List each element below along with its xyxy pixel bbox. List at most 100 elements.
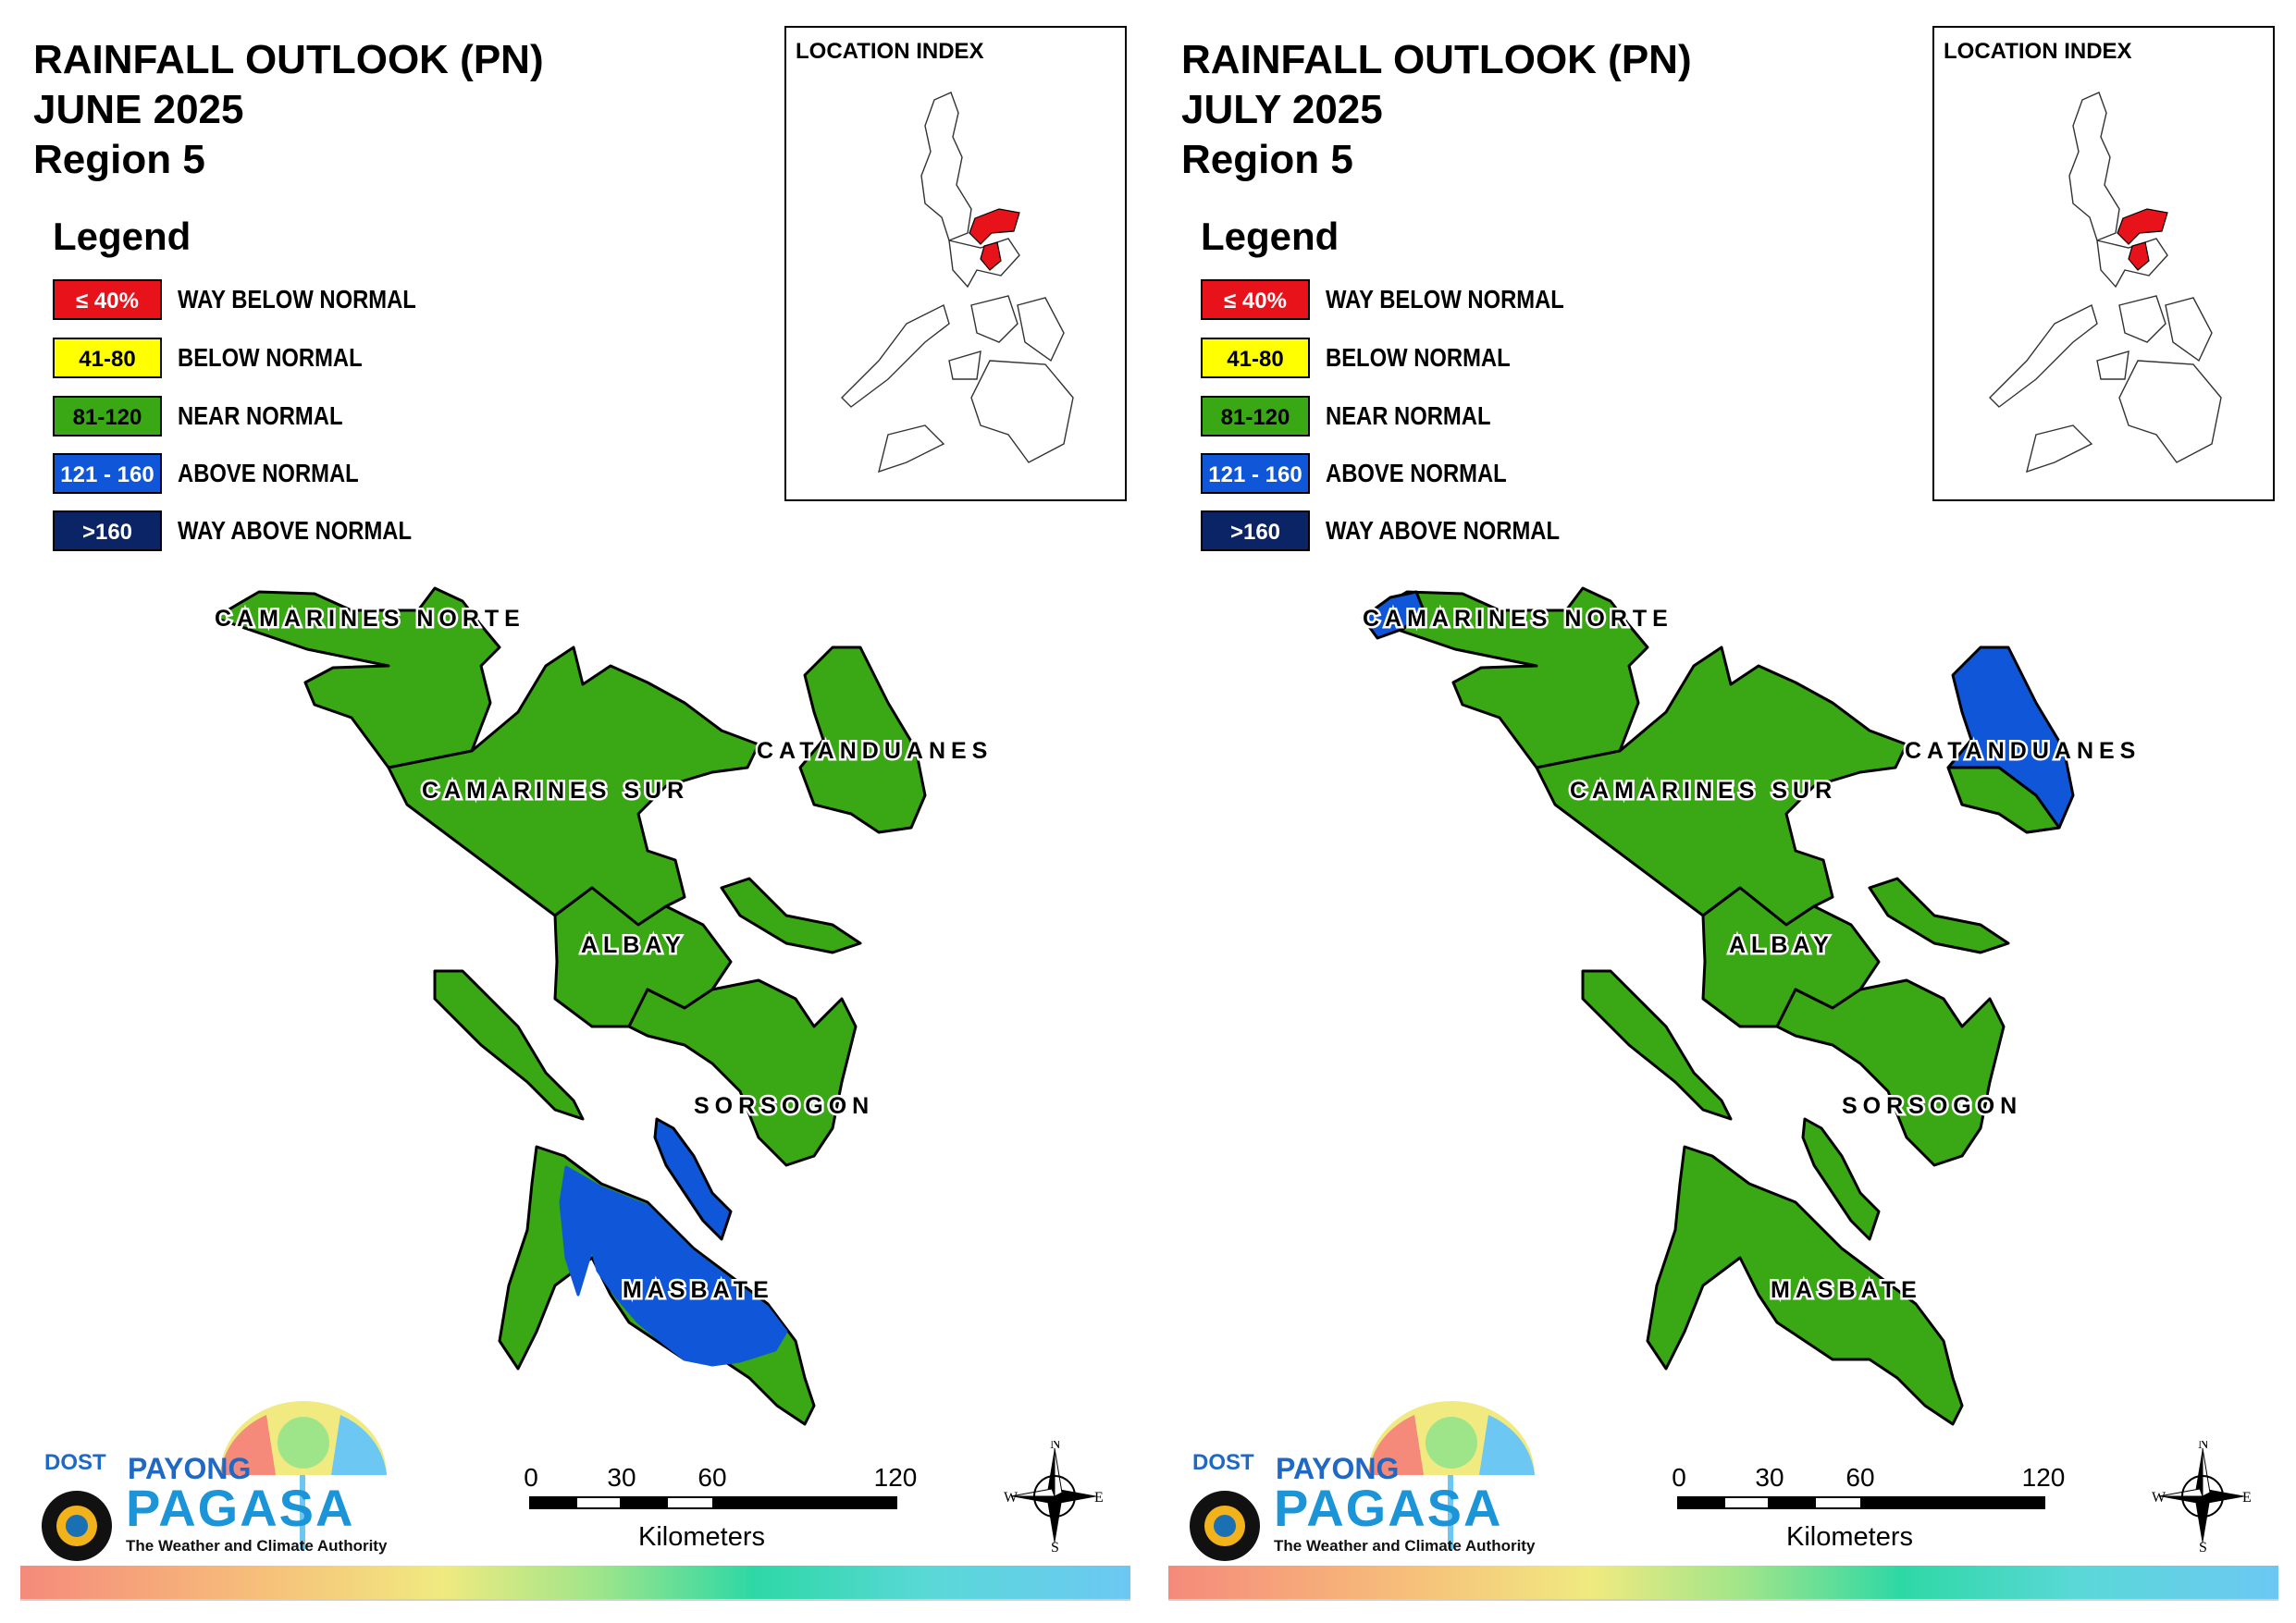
logo-pagasa: PAGASA <box>126 1479 355 1537</box>
province-camarines-norte <box>213 586 501 769</box>
province-catanduanes <box>798 646 927 834</box>
legend-label: WAY ABOVE NORMAL <box>178 516 413 545</box>
scale-tick: 60 <box>1845 1463 1875 1492</box>
region5-map: CAMARINES NORTE CAMARINES SUR CATANDUANE… <box>213 586 988 1426</box>
compass-n: N <box>1050 1441 1061 1452</box>
compass-e: E <box>2242 1490 2252 1506</box>
label-sorsogon: SORSOGON <box>1842 1093 2022 1119</box>
label-albay: ALBAY <box>581 932 686 958</box>
map-title: RAINFALL OUTLOOK (PN) JUNE 2025 Region 5 <box>33 35 544 185</box>
scale-segment <box>620 1496 668 1509</box>
label-camarines-norte: CAMARINES NORTE <box>1363 606 1673 632</box>
legend-label: WAY BELOW NORMAL <box>1326 285 1564 314</box>
title-line-1: RAINFALL OUTLOOK (PN) <box>33 37 544 82</box>
compass-s: S <box>2199 1540 2207 1552</box>
location-index-inset: LOCATION INDEX <box>1932 26 2275 501</box>
legend-swatch: ≤ 40% <box>1201 279 1310 320</box>
label-sorsogon: SORSOGON <box>694 1093 874 1119</box>
masbate-above-zone <box>559 1165 788 1367</box>
legend-swatch: 121 - 160 <box>1201 453 1310 494</box>
province-masbate <box>1646 1145 1964 1426</box>
outlook-panel-june: RAINFALL OUTLOOK (PN) JUNE 2025 Region 5… <box>20 26 1130 1601</box>
legend-swatch: 81-120 <box>53 396 162 436</box>
province-camarines-sur <box>387 646 760 927</box>
legend-label: WAY ABOVE NORMAL <box>1326 516 1561 545</box>
label-camarines-sur: CAMARINES SUR <box>1570 778 1837 804</box>
inset-title: LOCATION INDEX <box>796 39 984 64</box>
label-camarines-sur: CAMARINES SUR <box>422 778 689 804</box>
label-masbate: MASBATE <box>1771 1277 1922 1303</box>
label-masbate: MASBATE <box>623 1277 774 1303</box>
legend-label: BELOW NORMAL <box>178 343 363 372</box>
region5-map: CAMARINES NORTE CAMARINES SUR CATANDUANE… <box>1361 586 2141 1426</box>
scale-segment <box>1814 1496 1862 1509</box>
footer-gradient-bar <box>1168 1566 2278 1599</box>
logo-payong: PAYONG <box>1276 1452 1400 1485</box>
footer-gradient-bar <box>20 1566 1130 1599</box>
payong-pagasa-logo: DOST PAYONG PAGASA The Weather and Clima… <box>1183 1387 1544 1563</box>
legend-label: NEAR NORMAL <box>1326 401 1491 430</box>
legend-label: ABOVE NORMAL <box>178 459 359 487</box>
payong-pagasa-logo: DOST PAYONG PAGASA The Weather and Clima… <box>35 1387 396 1563</box>
label-catanduanes: CATANDUANES <box>1905 738 2141 764</box>
logo-dost: DOST <box>44 1450 106 1475</box>
camarines-norte-above-zone <box>1361 590 1426 640</box>
island-ticao <box>653 1117 733 1241</box>
legend-title: Legend <box>53 215 191 258</box>
scale-tick: 0 <box>1672 1463 1686 1492</box>
legend-swatch: 41-80 <box>53 338 162 378</box>
scale-bar: 0 30 60 120 Kilometers <box>524 1463 918 1552</box>
province-sorsogon <box>1775 978 2006 1167</box>
label-albay: ALBAY <box>1729 932 1834 958</box>
compass-w: W <box>1004 1490 1018 1506</box>
north-arrow-icon: N S W E <box>2152 1436 2253 1555</box>
scale-tick: 60 <box>697 1463 727 1492</box>
legend-label: NEAR NORMAL <box>178 401 343 430</box>
scale-segment <box>666 1496 714 1509</box>
compass-e: E <box>1094 1490 1104 1506</box>
logo-payong: PAYONG <box>128 1452 252 1485</box>
scale-segment <box>575 1496 622 1509</box>
legend-swatch: >160 <box>53 510 162 551</box>
province-camarines-sur <box>1535 646 1908 927</box>
scale-segment <box>529 1496 577 1509</box>
scale-tick: 30 <box>1755 1463 1784 1492</box>
pagasa-logo-graphic <box>42 1401 387 1561</box>
legend-swatch: 121 - 160 <box>53 453 162 494</box>
label-camarines-norte: CAMARINES NORTE <box>215 606 525 632</box>
footer-line <box>20 1599 1130 1601</box>
logo-dost: DOST <box>1192 1450 1254 1475</box>
catanduanes-near-zone <box>1946 766 2061 834</box>
scale-tick: 120 <box>2021 1463 2066 1492</box>
scale-segment <box>1768 1496 1816 1509</box>
outlook-panel-july: RAINFALL OUTLOOK (PN) JULY 2025 Region 5… <box>1148 0 2296 1623</box>
scale-segment <box>712 1496 897 1509</box>
scale-bar: 0 30 60 120 Kilometers <box>1672 1463 2066 1552</box>
scale-tick: 30 <box>607 1463 636 1492</box>
title-line-1: RAINFALL OUTLOOK (PN) <box>1181 37 1692 82</box>
title-month: JUNE 2025 <box>33 87 244 132</box>
legend-title: Legend <box>1201 215 1339 258</box>
island-ticao <box>1801 1117 1881 1241</box>
scale-unit: Kilometers <box>638 1522 765 1552</box>
map-title: RAINFALL OUTLOOK (PN) JULY 2025 Region 5 <box>1181 35 1692 185</box>
philippines-inset-map <box>841 92 1074 473</box>
north-arrow-icon: N S W E <box>1004 1436 1105 1555</box>
legend-label: WAY BELOW NORMAL <box>178 285 416 314</box>
title-month: JULY 2025 <box>1181 87 1383 132</box>
title-region: Region 5 <box>1181 137 1353 182</box>
scale-tick: 120 <box>873 1463 918 1492</box>
footer-line <box>1168 1599 2278 1601</box>
compass-w: W <box>2152 1490 2166 1506</box>
province-camarines-norte <box>1361 586 1649 769</box>
legend-label: BELOW NORMAL <box>1326 343 1511 372</box>
location-index-inset: LOCATION INDEX <box>784 26 1127 501</box>
province-sorsogon <box>627 978 858 1167</box>
pagasa-logo-graphic <box>1190 1401 1535 1561</box>
scale-segment <box>1677 1496 1725 1509</box>
legend-swatch: ≤ 40% <box>53 279 162 320</box>
inset-title: LOCATION INDEX <box>1944 39 2132 64</box>
scale-tick: 0 <box>524 1463 538 1492</box>
compass-n: N <box>2198 1441 2209 1452</box>
title-region: Region 5 <box>33 137 205 182</box>
